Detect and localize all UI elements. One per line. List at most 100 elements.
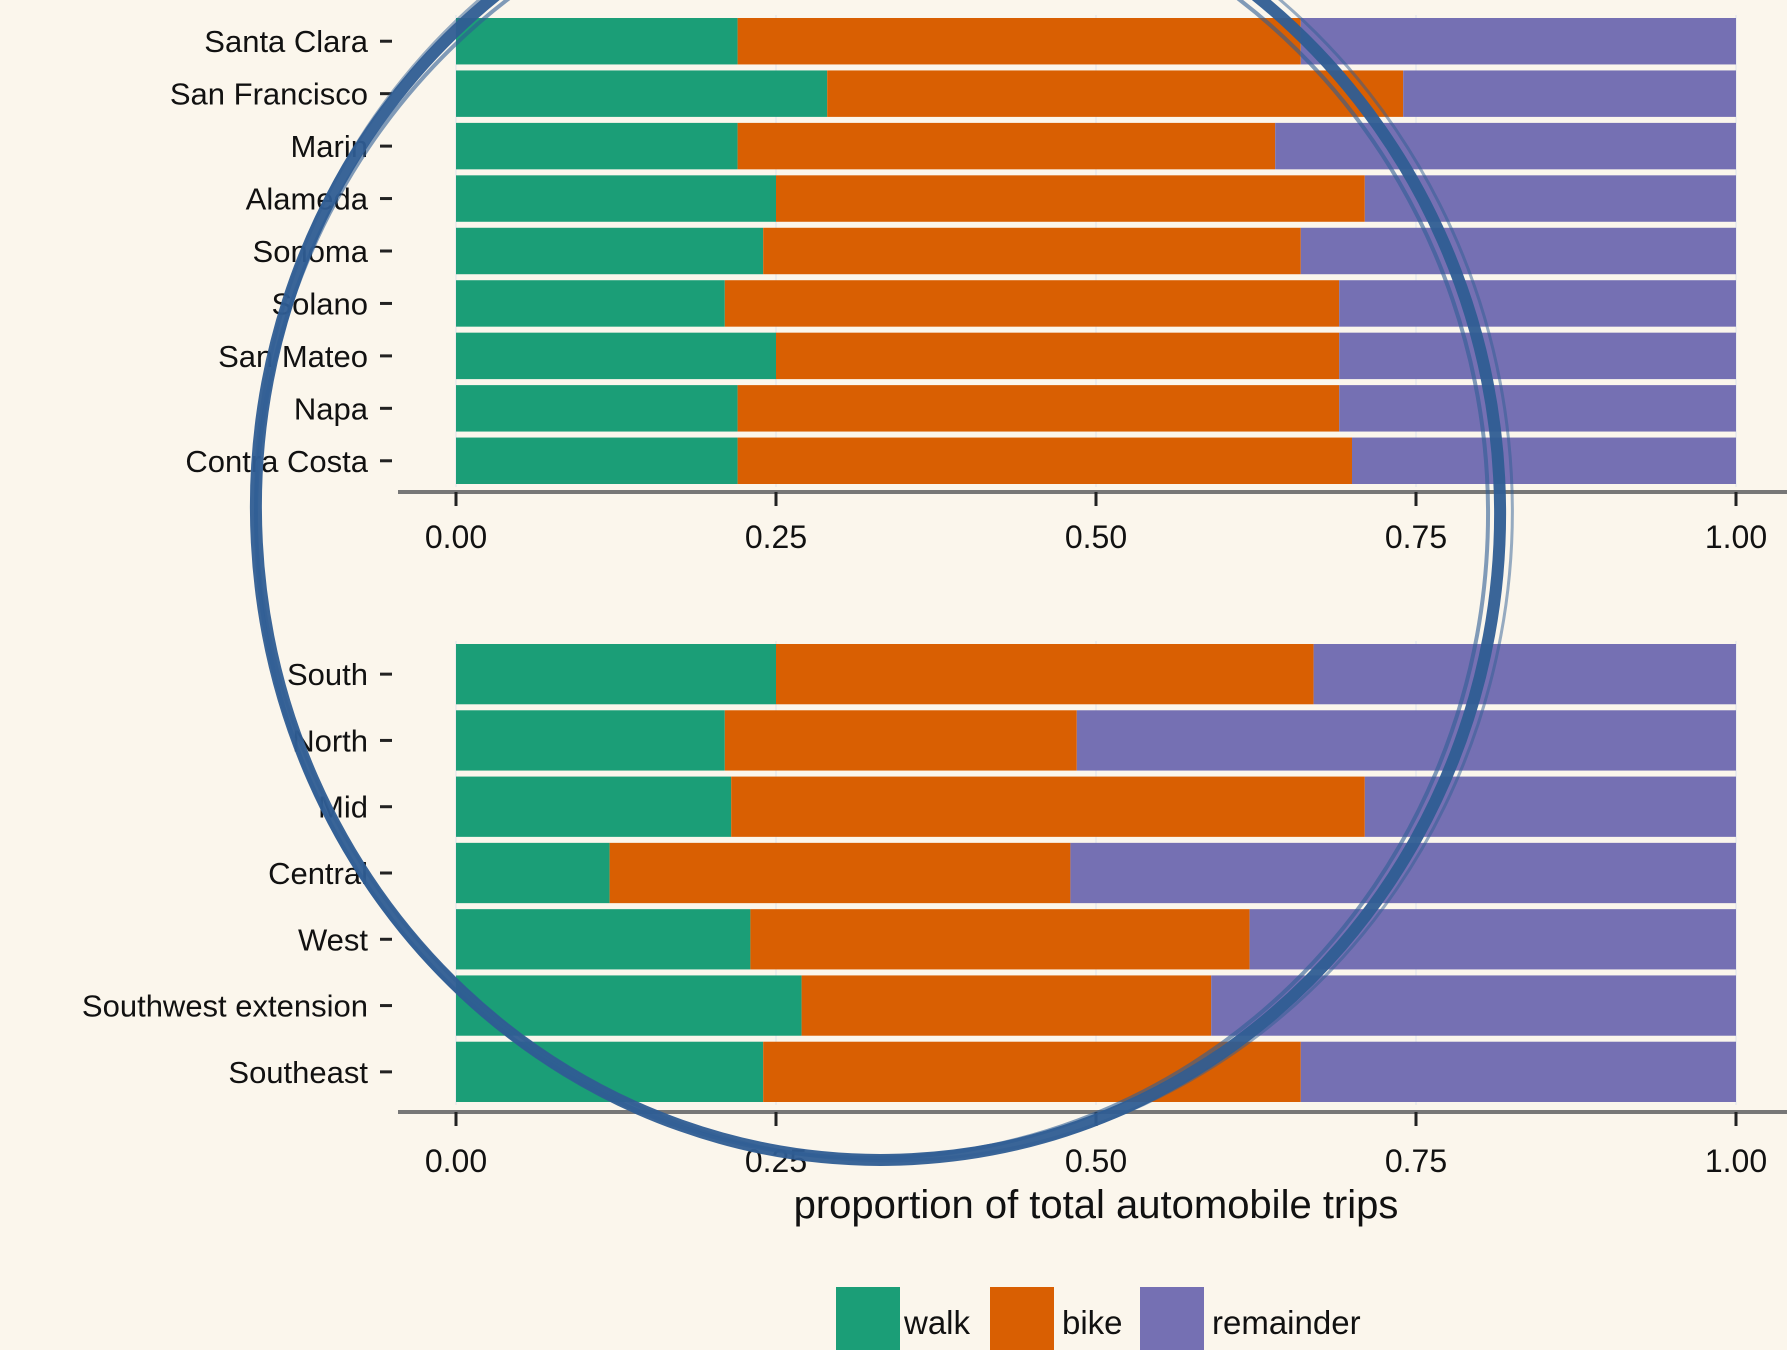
bar-segment-walk bbox=[456, 842, 610, 904]
bar-row: South bbox=[287, 644, 1736, 705]
category-label: Santa Clara bbox=[204, 24, 368, 59]
bar-segment-remainder bbox=[1403, 70, 1736, 117]
bar-segment-walk bbox=[456, 437, 738, 484]
bar-row: Contra Costa bbox=[185, 437, 1736, 484]
panel-1: Santa Clara San Francisco Marin Alameda Sono… bbox=[170, 15, 1787, 555]
x-tick-label: 1.00 bbox=[1705, 519, 1767, 555]
legend-label: bike bbox=[1062, 1304, 1123, 1341]
category-label: Sonoma bbox=[253, 234, 369, 269]
bar-segment-remainder bbox=[1275, 122, 1736, 170]
bar-segment-bike bbox=[724, 280, 1340, 327]
bar-row: San Francisco bbox=[170, 70, 1736, 117]
bar-segment-remainder bbox=[1339, 332, 1736, 380]
bar-segment-walk bbox=[456, 122, 738, 170]
category-label: North bbox=[292, 723, 368, 758]
category-label: Southeast bbox=[228, 1055, 368, 1090]
bar-segment-remainder bbox=[1211, 975, 1736, 1036]
bar-segment-walk bbox=[456, 909, 751, 970]
bar-segment-remainder bbox=[1313, 644, 1736, 705]
bar-segment-remainder bbox=[1076, 710, 1736, 771]
bar-segment-remainder bbox=[1339, 280, 1736, 327]
legend-swatch-remainder bbox=[1140, 1287, 1204, 1350]
bar-segment-bike bbox=[737, 122, 1276, 170]
bar-segment-bike bbox=[737, 18, 1301, 65]
bar-segment-bike bbox=[724, 710, 1077, 771]
category-label: Central bbox=[268, 856, 368, 891]
category-label: San Francisco bbox=[170, 77, 368, 112]
bar-segment-bike bbox=[737, 385, 1340, 432]
legend-item: remainder bbox=[1140, 1287, 1361, 1350]
legend-item: walk bbox=[836, 1287, 971, 1350]
bar-segment-bike bbox=[827, 70, 1404, 117]
bar-row: Alameda bbox=[246, 175, 1736, 222]
bar-segment-remainder bbox=[1070, 842, 1736, 904]
bar-segment-remainder bbox=[1339, 385, 1736, 432]
bar-segment-walk bbox=[456, 280, 725, 327]
bar-row: North bbox=[292, 710, 1736, 771]
x-tick-label: 0.50 bbox=[1065, 1143, 1127, 1179]
x-tick-label: 0.75 bbox=[1385, 519, 1447, 555]
bar-segment-walk bbox=[456, 18, 738, 65]
category-label: Southwest extension bbox=[82, 989, 368, 1024]
legend-swatch-bike bbox=[990, 1287, 1054, 1350]
bar-segment-bike bbox=[750, 909, 1250, 970]
bar-segment-walk bbox=[456, 975, 802, 1036]
x-tick-label: 0.50 bbox=[1065, 519, 1127, 555]
category-label: West bbox=[298, 922, 368, 957]
bar-segment-remainder bbox=[1352, 437, 1736, 484]
bar-row: Santa Clara bbox=[204, 18, 1736, 65]
x-tick-label: 0.25 bbox=[745, 1143, 807, 1179]
bar-row: West bbox=[298, 909, 1736, 970]
bar-row: Marin bbox=[290, 122, 1736, 170]
x-axis-label: proportion of total automobile trips bbox=[794, 1183, 1399, 1227]
bar-row: Central bbox=[268, 842, 1736, 904]
bar-segment-bike bbox=[776, 644, 1314, 705]
bar-segment-bike bbox=[763, 227, 1301, 275]
x-tick-label: 0.00 bbox=[425, 1143, 487, 1179]
legend: walk bike remainder bbox=[836, 1287, 1361, 1350]
bar-segment-remainder bbox=[1300, 1041, 1736, 1102]
x-tick-label: 0.75 bbox=[1385, 1143, 1447, 1179]
category-label: Mid bbox=[318, 790, 368, 825]
legend-label: remainder bbox=[1212, 1304, 1361, 1341]
category-label: Contra Costa bbox=[185, 444, 368, 479]
x-tick-label: 0.00 bbox=[425, 519, 487, 555]
bar-segment-remainder bbox=[1364, 776, 1736, 837]
category-label: Alameda bbox=[246, 182, 369, 217]
bar-row: San Mateo bbox=[218, 332, 1736, 380]
bar-row: Southeast bbox=[228, 1041, 1736, 1102]
bar-segment-walk bbox=[456, 227, 764, 275]
panel-2: South North Mid Central West Southwest extens… bbox=[82, 641, 1787, 1227]
bar-segment-walk bbox=[456, 175, 776, 222]
bar-segment-bike bbox=[731, 776, 1365, 837]
bar-segment-remainder bbox=[1300, 18, 1736, 65]
bar-segment-remainder bbox=[1364, 175, 1736, 222]
bar-segment-walk bbox=[456, 644, 776, 705]
bar-segment-bike bbox=[763, 1041, 1301, 1102]
bar-segment-walk bbox=[456, 710, 725, 771]
bar-segment-walk bbox=[456, 1041, 764, 1102]
x-tick-label: 0.25 bbox=[745, 519, 807, 555]
bar-row: Solano bbox=[271, 280, 1736, 327]
bar-segment-walk bbox=[456, 332, 776, 380]
bar-segment-remainder bbox=[1249, 909, 1736, 970]
category-label: South bbox=[287, 657, 368, 692]
legend-item: bike bbox=[990, 1287, 1123, 1350]
category-label: San Mateo bbox=[218, 339, 368, 374]
bar-row: Southwest extension bbox=[82, 975, 1736, 1036]
category-label: Marin bbox=[290, 129, 368, 164]
bar-segment-bike bbox=[737, 437, 1352, 484]
bar-row: Napa bbox=[294, 385, 1736, 432]
bar-segment-bike bbox=[609, 842, 1071, 904]
bar-row: Mid bbox=[318, 776, 1736, 837]
legend-swatch-walk bbox=[836, 1287, 900, 1350]
bar-segment-walk bbox=[456, 776, 732, 837]
x-tick-label: 1.00 bbox=[1705, 1143, 1767, 1179]
bar-segment-walk bbox=[456, 385, 738, 432]
bar-row: Sonoma bbox=[253, 227, 1736, 275]
bar-segment-bike bbox=[776, 175, 1365, 222]
bar-segment-bike bbox=[801, 975, 1212, 1036]
bar-segment-remainder bbox=[1300, 227, 1736, 275]
